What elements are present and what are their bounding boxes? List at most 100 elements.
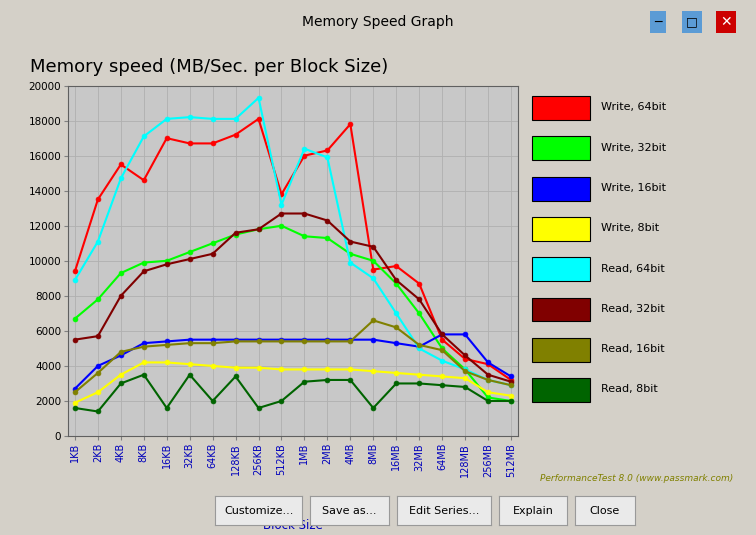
Read, 8bit xyxy=(392,380,401,387)
Read, 32bit xyxy=(277,210,286,217)
Read, 32bit xyxy=(185,256,194,262)
Read, 32bit xyxy=(231,230,240,236)
Read, 8bit xyxy=(345,377,355,383)
Write, 64bit xyxy=(484,361,493,368)
Read, 8bit xyxy=(300,378,309,385)
Write, 16bit xyxy=(414,343,423,350)
Read, 8bit xyxy=(369,405,378,411)
Write, 64bit xyxy=(323,147,332,154)
Write, 8bit xyxy=(231,364,240,371)
Write, 8bit xyxy=(438,373,447,380)
Write, 64bit xyxy=(507,377,516,383)
Line: Read, 16bit: Read, 16bit xyxy=(73,318,513,395)
Text: ✕: ✕ xyxy=(720,15,732,29)
Write, 16bit xyxy=(484,359,493,365)
Text: PerformanceTest 8.0 (www.passmark.com): PerformanceTest 8.0 (www.passmark.com) xyxy=(540,475,733,483)
Write, 8bit xyxy=(345,366,355,373)
Write, 16bit xyxy=(277,337,286,343)
Line: Write, 8bit: Write, 8bit xyxy=(73,360,513,405)
Text: Close: Close xyxy=(590,506,620,516)
Read, 16bit xyxy=(414,342,423,348)
Write, 8bit xyxy=(277,366,286,373)
Read, 16bit xyxy=(254,338,263,345)
Line: Write, 16bit: Write, 16bit xyxy=(73,332,513,391)
Write, 8bit xyxy=(139,359,148,365)
Read, 16bit xyxy=(116,349,125,355)
Read, 8bit xyxy=(163,405,172,411)
Read, 64bit xyxy=(484,377,493,383)
Text: Read, 16bit: Read, 16bit xyxy=(601,344,665,354)
Write, 64bit xyxy=(139,177,148,184)
Text: Write, 16bit: Write, 16bit xyxy=(601,183,666,193)
Read, 8bit xyxy=(323,377,332,383)
Write, 64bit xyxy=(392,263,401,269)
Write, 8bit xyxy=(507,393,516,399)
Read, 8bit xyxy=(116,380,125,387)
Write, 16bit xyxy=(323,337,332,343)
Write, 8bit xyxy=(185,361,194,368)
FancyBboxPatch shape xyxy=(532,378,590,402)
Write, 32bit xyxy=(300,233,309,240)
Write, 8bit xyxy=(323,366,332,373)
Write, 8bit xyxy=(70,400,79,406)
Read, 64bit xyxy=(139,133,148,140)
Write, 64bit xyxy=(369,266,378,273)
Read, 32bit xyxy=(93,333,102,339)
Write, 16bit xyxy=(507,373,516,380)
Read, 32bit xyxy=(323,217,332,224)
Read, 32bit xyxy=(438,331,447,338)
Read, 64bit xyxy=(438,357,447,364)
Line: Read, 64bit: Read, 64bit xyxy=(73,95,513,388)
Text: Write, 32bit: Write, 32bit xyxy=(601,143,666,152)
Write, 64bit xyxy=(93,196,102,203)
Read, 16bit xyxy=(438,347,447,354)
Write, 16bit xyxy=(254,337,263,343)
Read, 8bit xyxy=(414,380,423,387)
FancyBboxPatch shape xyxy=(532,177,590,201)
Write, 64bit xyxy=(438,337,447,343)
Write, 8bit xyxy=(414,371,423,378)
Write, 32bit xyxy=(414,310,423,317)
FancyBboxPatch shape xyxy=(532,96,590,120)
Write, 32bit xyxy=(392,280,401,287)
Read, 8bit xyxy=(484,398,493,404)
Write, 16bit xyxy=(116,352,125,358)
Read, 8bit xyxy=(231,373,240,380)
Read, 64bit xyxy=(93,238,102,244)
Text: Save as...: Save as... xyxy=(322,506,377,516)
Read, 16bit xyxy=(345,338,355,345)
Text: Write, 8bit: Write, 8bit xyxy=(601,223,659,233)
Read, 16bit xyxy=(277,338,286,345)
Read, 32bit xyxy=(300,210,309,217)
Read, 32bit xyxy=(254,226,263,233)
Read, 64bit xyxy=(254,95,263,101)
Text: Edit Series...: Edit Series... xyxy=(409,506,479,516)
Read, 64bit xyxy=(323,154,332,160)
Read, 64bit xyxy=(507,382,516,388)
Write, 8bit xyxy=(254,364,263,371)
Write, 16bit xyxy=(300,337,309,343)
Read, 64bit xyxy=(116,175,125,182)
Read, 64bit xyxy=(277,202,286,208)
Write, 32bit xyxy=(484,394,493,401)
Write, 8bit xyxy=(208,363,217,369)
FancyBboxPatch shape xyxy=(532,257,590,281)
Write, 8bit xyxy=(460,375,469,381)
Write, 8bit xyxy=(163,359,172,365)
Text: Customize...: Customize... xyxy=(225,506,293,516)
Read, 32bit xyxy=(139,268,148,274)
Write, 32bit xyxy=(345,250,355,257)
Read, 32bit xyxy=(116,293,125,299)
Read, 16bit xyxy=(185,340,194,346)
Write, 16bit xyxy=(392,340,401,346)
Text: Write, 64bit: Write, 64bit xyxy=(601,102,666,112)
Read, 8bit xyxy=(139,371,148,378)
Write, 16bit xyxy=(231,337,240,343)
Write, 16bit xyxy=(163,338,172,345)
Write, 32bit xyxy=(163,257,172,264)
Write, 64bit xyxy=(116,161,125,167)
Read, 64bit xyxy=(163,116,172,122)
Read, 8bit xyxy=(438,382,447,388)
Read, 16bit xyxy=(163,342,172,348)
Read, 16bit xyxy=(507,382,516,388)
